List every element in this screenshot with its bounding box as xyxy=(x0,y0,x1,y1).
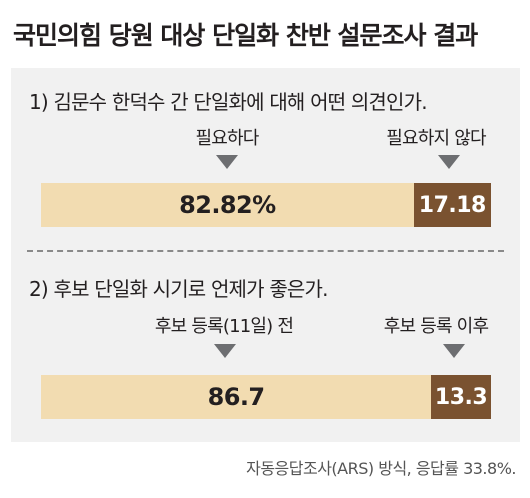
q1-arrow-needed-icon xyxy=(216,155,238,169)
question-2: 2) 후보 단일화 시기로 언제가 좋은가. xyxy=(29,277,328,301)
section-divider xyxy=(27,250,504,252)
q2-value-before: 86.7 xyxy=(207,383,265,411)
q2-arrow-after-icon xyxy=(443,344,465,358)
q2-bar-before: 86.7 xyxy=(41,375,432,419)
footnote: 자동응답조사(ARS) 방식, 응답률 33.8%. xyxy=(246,459,516,478)
q2-value-after: 13.3 xyxy=(434,384,488,410)
question-1: 1) 김문수 한덕수 간 단일화에 대해 어떤 의견인가. xyxy=(29,90,428,114)
q2-bar: 86.7 13.3 xyxy=(41,375,491,419)
q1-value-needed: 82.82% xyxy=(179,191,276,219)
q1-value-not-needed: 17.18 xyxy=(418,192,487,218)
q1-label-needed: 필요하다 xyxy=(195,128,259,149)
q1-label-not-needed: 필요하지 않다 xyxy=(386,128,486,149)
q1-bar-not-needed: 17.18 xyxy=(413,183,491,227)
page-title: 국민의힘 당원 대상 단일화 찬반 설문조사 결과 xyxy=(13,21,478,50)
q2-label-before: 후보 등록(11일) 전 xyxy=(154,316,294,337)
q2-label-after: 후보 등록 이후 xyxy=(383,316,489,337)
title-bar: 국민의힘 당원 대상 단일화 찬반 설문조사 결과 xyxy=(0,0,530,68)
q1-bar-needed: 82.82% xyxy=(41,183,414,227)
results-panel: 1) 김문수 한덕수 간 단일화에 대해 어떤 의견인가. 필요하다 필요하지 … xyxy=(11,68,520,442)
q1-bar: 82.82% 17.18 xyxy=(41,183,491,227)
q1-arrow-not-needed-icon xyxy=(438,155,460,169)
q2-bar-after: 13.3 xyxy=(431,375,491,419)
q2-arrow-before-icon xyxy=(214,344,236,358)
